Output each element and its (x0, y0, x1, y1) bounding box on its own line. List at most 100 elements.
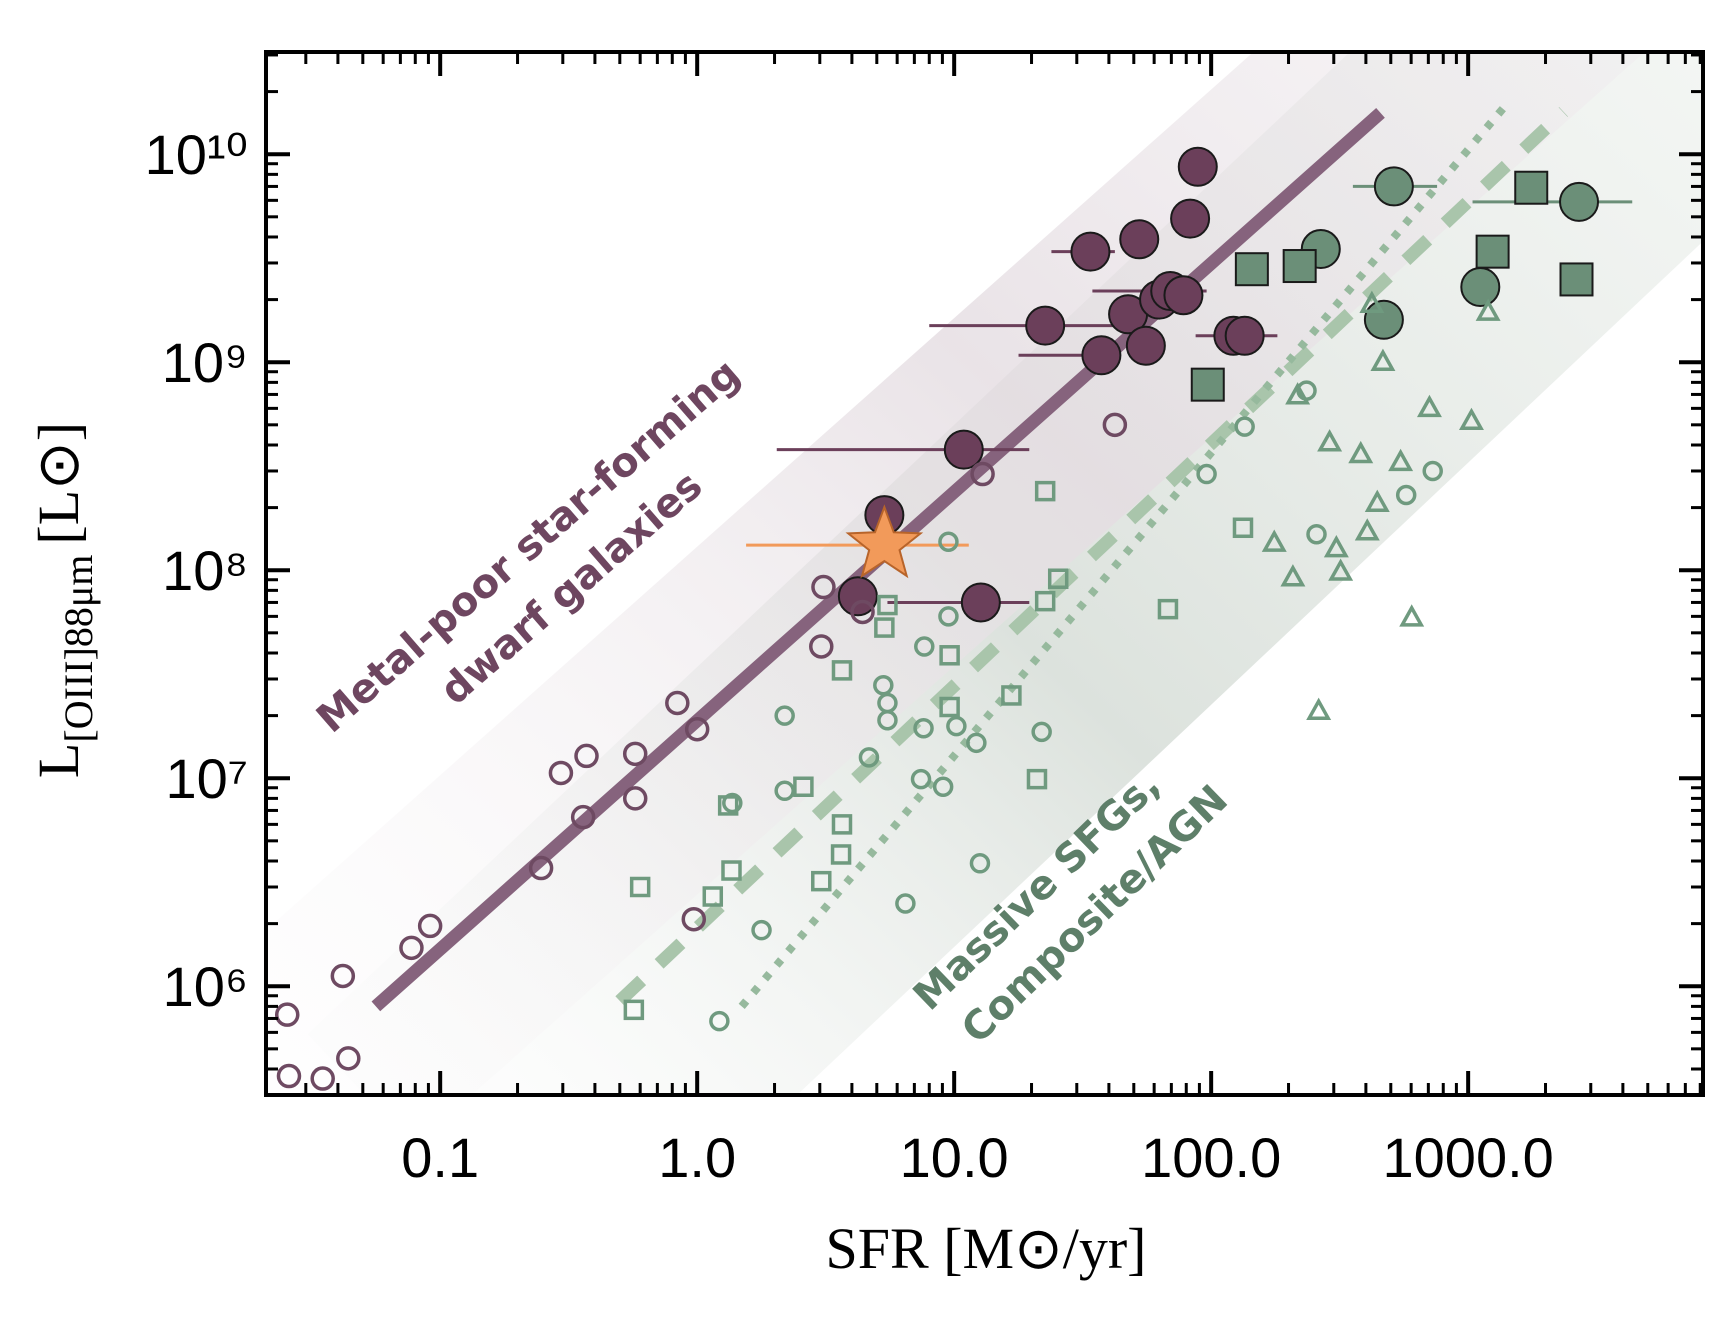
data-point (939, 696, 960, 718)
data-point (623, 999, 645, 1021)
data-point (721, 860, 742, 881)
y-axis-label: L[OIII]88μm [L⊙] (26, 422, 101, 778)
data-point (1395, 484, 1417, 506)
data-point (1323, 535, 1349, 558)
plot-frame (264, 50, 1705, 1097)
data-point (417, 913, 443, 939)
data-point (1416, 394, 1442, 418)
data-point (1170, 198, 1211, 239)
data-point (1475, 234, 1510, 269)
x-tick-label: 1000.0 (1383, 1126, 1554, 1189)
data-point (914, 636, 935, 657)
data-point (858, 747, 880, 768)
data-point (276, 1063, 302, 1089)
data-point (681, 906, 707, 932)
y-axis-label-main: L (26, 743, 91, 778)
data-point (1025, 305, 1066, 346)
y-axis-label-sub: [OIII]88μm (56, 555, 101, 743)
data-point (1363, 299, 1404, 340)
data-point (831, 660, 853, 681)
data-point (1224, 315, 1265, 356)
y-tick-label: 10⁹ (162, 331, 248, 394)
data-point (874, 617, 895, 638)
data-point (1034, 590, 1056, 612)
data-point (1399, 604, 1425, 627)
data-point (774, 780, 795, 802)
data-point (1359, 290, 1385, 313)
data-point (1196, 463, 1217, 485)
data-point (1234, 416, 1255, 437)
data-point (938, 606, 959, 627)
data-point (837, 576, 878, 617)
data-point (1354, 518, 1380, 541)
x-axis-label: SFR [M⊙/yr] (826, 1216, 1147, 1281)
data-point (1364, 489, 1390, 512)
data-point (1001, 685, 1022, 706)
data-point (274, 1002, 300, 1027)
data-point (1026, 768, 1048, 790)
data-point (938, 531, 959, 553)
data-point (970, 461, 995, 487)
y-tick-label: 10¹⁰ (145, 123, 248, 186)
data-point (1370, 348, 1396, 371)
data-point (1328, 558, 1354, 581)
data-point (831, 814, 853, 835)
data-point (793, 776, 814, 797)
axes: 0.1 1.0 10.0 100.0 1000.0 10⁶ 10⁷ 10⁸ 10⁹ 10¹⁰ (145, 50, 1705, 1189)
data-point (702, 886, 724, 907)
data-point (1070, 231, 1111, 272)
data-point (1234, 252, 1269, 287)
data-point (850, 599, 875, 625)
data-point (943, 429, 984, 470)
data-point (1460, 266, 1501, 307)
data-point (548, 760, 574, 786)
data-point (1102, 412, 1128, 438)
shaded-bands (266, 52, 1703, 1095)
data-point (966, 732, 987, 754)
data-point (1559, 262, 1594, 297)
data-point (1163, 275, 1204, 316)
data-point (684, 716, 710, 742)
data-point (809, 634, 834, 659)
x-tick-label: 10.0 (900, 1126, 1009, 1189)
data-point (336, 1046, 361, 1071)
x-tick-label: 100.0 (1141, 1126, 1281, 1189)
data-point (1047, 568, 1069, 589)
data-point (830, 844, 852, 865)
data-point (1031, 721, 1052, 743)
y-tick-label: 10⁶ (163, 955, 248, 1018)
data-point (1190, 367, 1225, 402)
data-point (1475, 298, 1501, 321)
data-point (932, 776, 954, 797)
data-point (1125, 325, 1166, 366)
data-point (1119, 219, 1160, 260)
x-tick-label: 1.0 (658, 1126, 736, 1189)
data-point (969, 853, 991, 874)
data-point (665, 690, 690, 716)
data-point (877, 692, 898, 714)
data-point (913, 717, 934, 739)
data-point (811, 870, 832, 892)
data-point (629, 876, 651, 898)
data-point (774, 705, 795, 726)
data-point (622, 741, 648, 767)
data-point (845, 504, 924, 579)
data-point (622, 786, 648, 811)
y-tick-label: 10⁸ (162, 539, 248, 602)
data-point (960, 582, 1001, 623)
data-point (570, 804, 596, 830)
data-point (1373, 166, 1414, 207)
data-point (1306, 697, 1332, 720)
x-tick-label: 0.1 (401, 1126, 479, 1189)
data-point (1081, 335, 1122, 376)
fit-line (615, 107, 1568, 1006)
data-point (939, 645, 960, 666)
data-point (1177, 146, 1218, 187)
data-point (1317, 429, 1343, 452)
data-point (399, 935, 424, 961)
data-point (1285, 382, 1311, 405)
data-point (1034, 480, 1056, 502)
data-point (1261, 529, 1287, 552)
data-point (946, 715, 967, 737)
